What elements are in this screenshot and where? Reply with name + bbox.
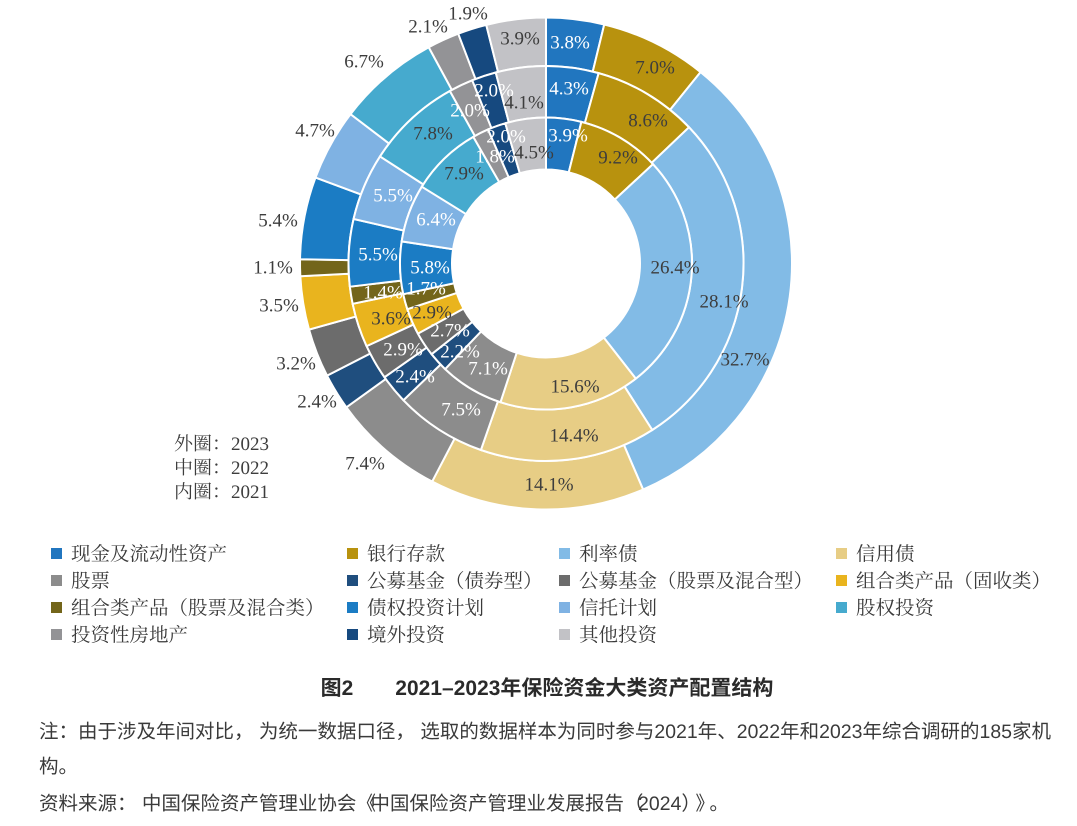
svg-text:3.9%: 3.9% bbox=[548, 126, 588, 147]
svg-text:5.5%: 5.5% bbox=[373, 186, 413, 207]
svg-text:2.4%: 2.4% bbox=[297, 392, 337, 413]
svg-text:5.5%: 5.5% bbox=[358, 245, 398, 266]
svg-text:14.1%: 14.1% bbox=[524, 475, 573, 496]
svg-text:1.8%: 1.8% bbox=[475, 147, 515, 168]
svg-text:15.6%: 15.6% bbox=[550, 377, 599, 398]
svg-text:32.7%: 32.7% bbox=[720, 350, 769, 371]
svg-text:4.3%: 4.3% bbox=[549, 79, 589, 100]
svg-text:2.9%: 2.9% bbox=[383, 340, 423, 361]
svg-text:4.7%: 4.7% bbox=[295, 121, 335, 142]
svg-text:5.4%: 5.4% bbox=[258, 211, 298, 232]
svg-text:3.9%: 3.9% bbox=[500, 29, 540, 50]
svg-text:6.4%: 6.4% bbox=[416, 210, 456, 231]
svg-text:7.1%: 7.1% bbox=[468, 359, 508, 380]
svg-text:2.0%: 2.0% bbox=[474, 81, 514, 102]
svg-text:7.5%: 7.5% bbox=[441, 400, 481, 421]
svg-text:3.6%: 3.6% bbox=[371, 309, 411, 330]
svg-text:14.4%: 14.4% bbox=[549, 426, 598, 447]
svg-text:3.2%: 3.2% bbox=[276, 354, 316, 375]
svg-text:28.1%: 28.1% bbox=[699, 292, 748, 313]
svg-text:7.4%: 7.4% bbox=[345, 454, 385, 475]
svg-text:5.8%: 5.8% bbox=[410, 258, 450, 279]
svg-text:2.1%: 2.1% bbox=[408, 17, 448, 38]
svg-text:1.4%: 1.4% bbox=[363, 283, 403, 304]
svg-text:6.7%: 6.7% bbox=[344, 52, 384, 73]
svg-text:3.8%: 3.8% bbox=[550, 33, 590, 54]
svg-text:4.1%: 4.1% bbox=[504, 93, 544, 114]
svg-text:7.9%: 7.9% bbox=[444, 164, 484, 185]
svg-text:2.0%: 2.0% bbox=[450, 101, 490, 122]
svg-text:2.0%: 2.0% bbox=[486, 127, 526, 148]
svg-text:1.9%: 1.9% bbox=[448, 4, 488, 25]
svg-text:7.0%: 7.0% bbox=[635, 58, 675, 79]
svg-text:2.7%: 2.7% bbox=[430, 321, 470, 342]
svg-text:8.6%: 8.6% bbox=[628, 111, 668, 132]
svg-text:2.2%: 2.2% bbox=[440, 342, 480, 363]
svg-text:26.4%: 26.4% bbox=[650, 258, 699, 279]
svg-text:7.8%: 7.8% bbox=[413, 124, 453, 145]
svg-text:2.4%: 2.4% bbox=[395, 367, 435, 388]
svg-text:9.2%: 9.2% bbox=[598, 148, 638, 169]
svg-text:2.9%: 2.9% bbox=[412, 303, 452, 324]
svg-text:4.5%: 4.5% bbox=[514, 143, 554, 164]
svg-text:3.5%: 3.5% bbox=[259, 296, 299, 317]
svg-text:1.7%: 1.7% bbox=[406, 279, 446, 300]
svg-text:1.1%: 1.1% bbox=[253, 258, 293, 279]
